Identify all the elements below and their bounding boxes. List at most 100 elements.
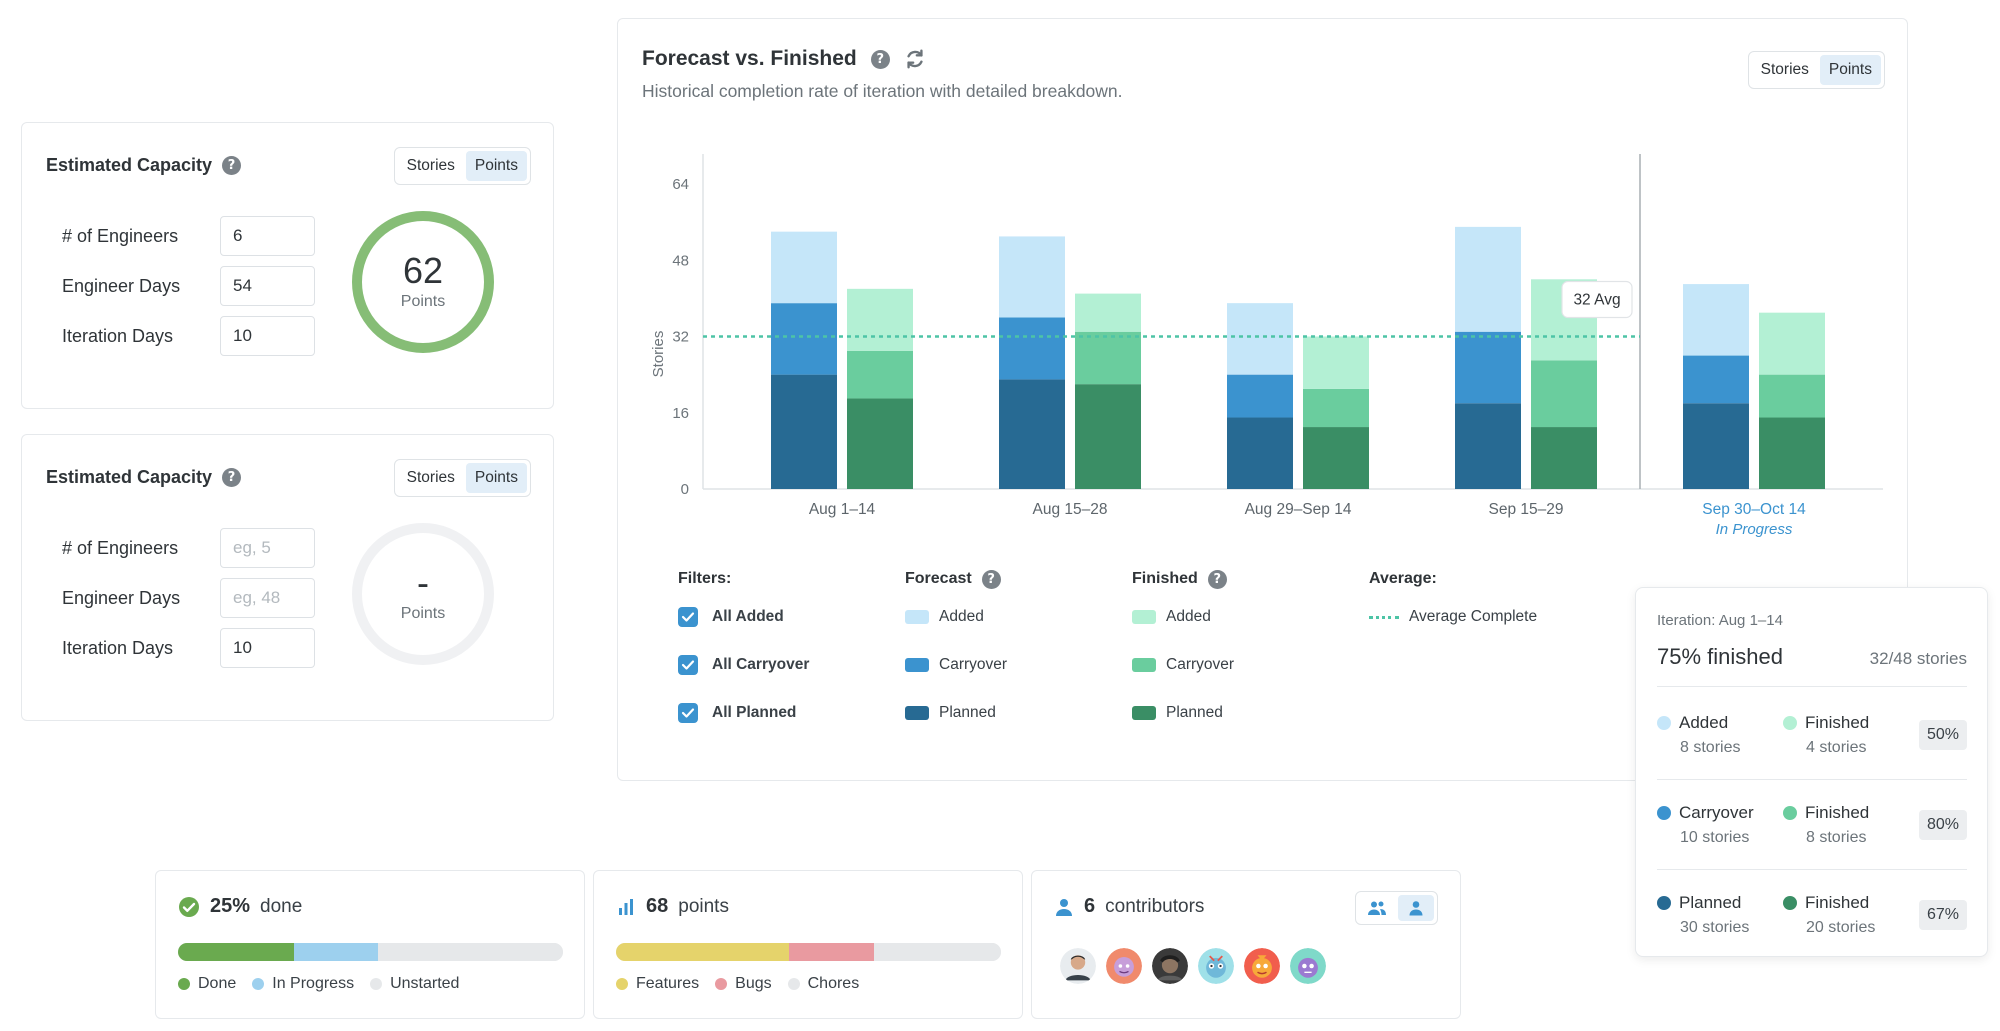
cell-sub: 8 stories xyxy=(1806,828,1867,846)
x-tick-label: Sep 15–29 xyxy=(1489,501,1564,518)
color-dot xyxy=(178,978,190,990)
help-icon[interactable]: ? xyxy=(1207,569,1227,589)
avatar[interactable] xyxy=(1242,946,1282,986)
bar-segment-forecast-added xyxy=(1227,303,1293,375)
cell-label: Added xyxy=(1679,712,1729,732)
avatar-list xyxy=(1058,946,1328,986)
average-legend: Average: Average Complete xyxy=(1369,567,1537,629)
points-label: points xyxy=(678,895,729,917)
avatar[interactable] xyxy=(1196,946,1236,986)
bar-segment xyxy=(789,943,874,961)
legend-item: Planned xyxy=(1132,701,1234,725)
y-axis-label: Stories xyxy=(650,331,667,378)
avatar[interactable] xyxy=(1150,946,1190,986)
color-dot xyxy=(1657,715,1671,730)
legend-label: Planned xyxy=(1166,704,1223,721)
iteration-days-label: Iteration Days xyxy=(62,637,174,658)
filter-all-carryover[interactable]: All Carryover xyxy=(678,653,809,677)
legend-label: Added xyxy=(939,608,984,625)
engineer-days-input[interactable] xyxy=(220,266,315,306)
y-tick-label: 32 xyxy=(672,329,689,346)
y-tick-label: 0 xyxy=(681,481,689,498)
checkbox-checked-icon[interactable] xyxy=(678,607,698,627)
engineers-input[interactable] xyxy=(220,216,315,256)
legend-label: Carryover xyxy=(1166,656,1235,673)
help-icon[interactable]: ? xyxy=(981,569,1001,589)
group-view-button[interactable] xyxy=(1359,895,1395,921)
legend-heading-text: Forecast xyxy=(905,570,972,587)
capacity-card: Estimated Capacity ? Stories Points # of… xyxy=(21,434,554,721)
cell-label: Finished xyxy=(1805,893,1870,912)
cell-label: Planned xyxy=(1679,893,1742,912)
capacity-value: - xyxy=(417,562,429,603)
legend-item: Average Complete xyxy=(1369,605,1537,629)
checkbox-checked-icon[interactable] xyxy=(678,703,698,723)
bar-segment-forecast-added xyxy=(1683,284,1749,356)
checkbox-checked-icon[interactable] xyxy=(678,655,698,675)
legend-item: Added xyxy=(905,605,1007,629)
bar-segment-forecast-added xyxy=(999,236,1065,318)
iteration-days-input[interactable] xyxy=(220,316,315,356)
bar-segment-forecast-carryover xyxy=(1227,374,1293,418)
done-label: done xyxy=(260,895,303,917)
filter-all-planned[interactable]: All Planned xyxy=(678,701,809,725)
points-progress-bar xyxy=(616,943,1001,961)
stories-toggle-button[interactable]: Stories xyxy=(406,469,455,486)
average-legend-heading: Average: xyxy=(1369,570,1437,587)
cell-label: Carryover xyxy=(1679,802,1754,822)
bar-segment-finished-planned xyxy=(1075,384,1141,489)
avatar[interactable] xyxy=(1288,946,1328,986)
forecast-legend: Forecast ? Added Carryover Planned xyxy=(905,567,1007,725)
bar-chart-icon xyxy=(619,898,633,915)
bar-segment-forecast-added xyxy=(771,231,837,304)
done-stat-card: 25% done Done In Progress Unstarted xyxy=(155,870,585,1019)
points-toggle-button[interactable]: Points xyxy=(465,463,527,493)
filter-all-added[interactable]: All Added xyxy=(678,605,809,629)
legend-label: Bugs xyxy=(735,975,772,992)
stories-toggle-button[interactable]: Stories xyxy=(406,157,455,174)
engineer-days-label: Engineer Days xyxy=(62,275,181,296)
legend-item-unstarted: Unstarted xyxy=(370,975,459,993)
legend-label: Added xyxy=(1166,608,1211,625)
bar-segment-forecast-carryover xyxy=(999,317,1065,380)
x-tick-label: Aug 1–14 xyxy=(809,501,876,518)
avatar[interactable] xyxy=(1058,946,1098,986)
x-tick-label: Sep 30–Oct 14 xyxy=(1702,501,1806,518)
user-icon xyxy=(1056,898,1072,916)
legend-label: Unstarted xyxy=(390,975,460,992)
forecast-chart: 0 16 32 48 64 Stories Aug 1–14 Aug 15–28 Aug 29–… xyxy=(650,154,1883,538)
bar-segment-forecast-planned xyxy=(771,374,837,489)
bar-segment-forecast-carryover xyxy=(771,303,837,375)
engineer-days-row: Engineer Days xyxy=(62,261,315,311)
engineer-days-input[interactable] xyxy=(220,578,315,618)
legend-label: Features xyxy=(636,975,700,992)
percentage-badge: 67% xyxy=(1918,900,1967,930)
forecast-subtitle: Historical completion rate of iteration … xyxy=(642,81,1123,101)
contributors-stat-card: 6 contributors xyxy=(1031,870,1461,1019)
single-view-button[interactable] xyxy=(1398,895,1434,921)
bar-segment xyxy=(616,943,790,961)
points-toggle-button[interactable]: Points xyxy=(465,151,527,181)
engineers-label: # of Engineers xyxy=(62,537,179,558)
points-toggle-button[interactable]: Points xyxy=(1819,55,1881,85)
points-legend: Features Bugs Chores xyxy=(616,975,859,993)
refresh-icon[interactable] xyxy=(904,48,926,70)
legend-item: Added xyxy=(1132,605,1234,629)
legend-swatch xyxy=(905,610,929,624)
bar-segment-forecast-planned xyxy=(1683,403,1749,489)
capacity-unit: Points xyxy=(400,293,446,310)
card-title-text: Estimated Capacity xyxy=(46,467,213,487)
help-icon[interactable]: ? xyxy=(222,156,242,175)
engineers-input[interactable] xyxy=(220,528,315,568)
card-title: Estimated Capacity ? xyxy=(46,467,242,488)
legend-heading-text: Finished xyxy=(1132,570,1198,587)
bar-segment-forecast-carryover xyxy=(1455,331,1521,404)
avatar[interactable] xyxy=(1104,946,1144,986)
bar-segment-finished-planned xyxy=(1303,427,1369,489)
forecast-cell: Added 8 stories xyxy=(1657,713,1783,757)
iteration-days-input[interactable] xyxy=(220,628,315,668)
help-icon[interactable]: ? xyxy=(222,468,242,487)
stories-toggle-button[interactable]: Stories xyxy=(1760,61,1809,78)
help-icon[interactable]: ? xyxy=(870,49,890,69)
bar-segment-finished-planned xyxy=(1531,427,1597,489)
